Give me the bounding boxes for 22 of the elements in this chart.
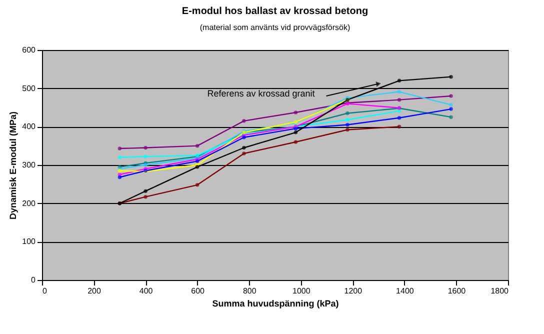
annotation: Referens av krossad granit — [207, 88, 316, 99]
y-axis-title: Dynamisk E-modul (MPa) — [8, 111, 18, 220]
x-axis-title: Summa huvudspänning (kPa) — [212, 298, 339, 308]
y-tick-label: 200 — [22, 198, 36, 208]
x-tick-label: 1800 — [490, 286, 510, 296]
x-tick-label: 1600 — [448, 286, 466, 296]
x-tick-label: 200 — [88, 286, 102, 296]
y-tick-label: 500 — [22, 84, 36, 93]
y-tick-label: 600 — [22, 46, 36, 54]
y-tick-label: 0 — [31, 276, 36, 284]
x-tick-label: 1200 — [344, 286, 363, 296]
x-tick-label: 0 — [42, 286, 48, 296]
y-tick-label: 300 — [22, 160, 36, 170]
x-tick-label: 400 — [139, 286, 154, 296]
y-tick-label: 100 — [22, 237, 36, 246]
x-tick-label: 600 — [191, 286, 206, 296]
y-tick-label: 400 — [22, 122, 36, 132]
chart-title: E-modul hos ballast av krossad betong — [182, 6, 368, 17]
chart-subtitle: (material som använts vid provvägsförsök) — [200, 23, 350, 32]
x-tick-label: 1400 — [396, 286, 414, 296]
x-tick-label: 1000 — [292, 286, 311, 296]
x-tick-label: 800 — [242, 286, 257, 296]
